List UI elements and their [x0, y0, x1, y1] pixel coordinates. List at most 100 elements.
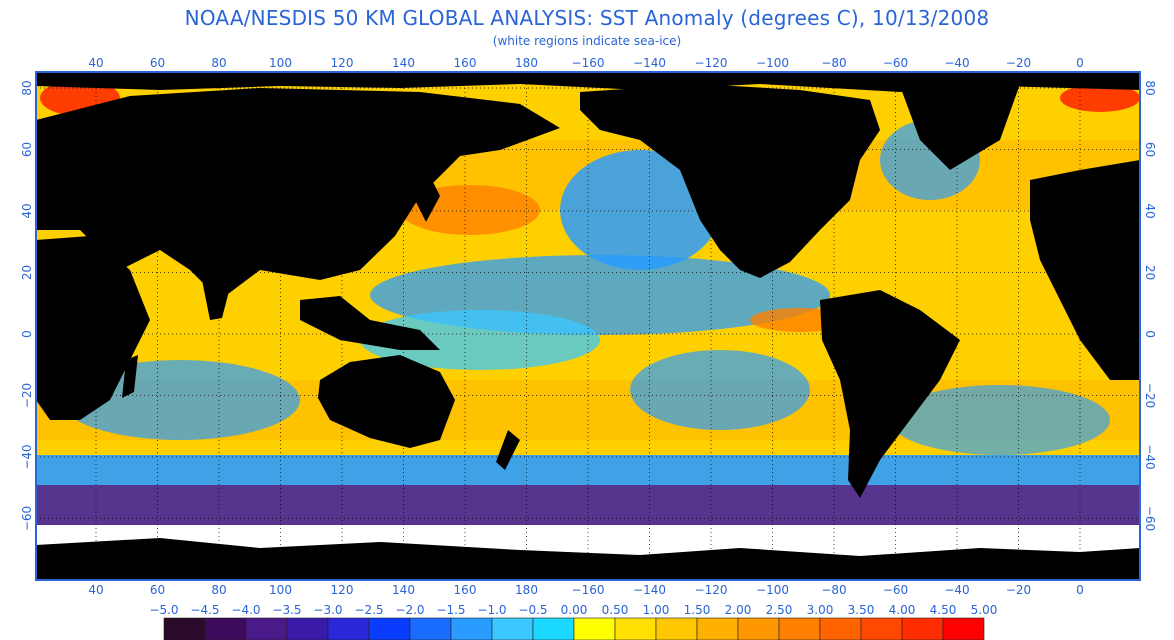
lon-tick-label-top: 140 [392, 56, 415, 70]
lon-tick-label-top: 40 [88, 56, 103, 70]
lat-tick-label-right: −20 [1143, 383, 1157, 408]
lon-tick-label-bottom: 100 [269, 583, 292, 597]
south-america-land [820, 290, 960, 498]
lat-tick-label-left: −60 [20, 506, 34, 531]
colorbar-swatch [614, 617, 657, 640]
australia-land [318, 355, 455, 448]
colorbar-tick-label: 2.50 [766, 603, 793, 617]
new-zealand-land [496, 430, 520, 470]
cool-patch-spacific [630, 350, 810, 430]
north-america-land [580, 84, 880, 278]
colorbar-swatch [696, 617, 739, 640]
map-frame [35, 71, 1141, 581]
africa-europe-east-land [1030, 160, 1140, 380]
lon-tick-label-bottom: 180 [515, 583, 538, 597]
colorbar-swatch [778, 617, 821, 640]
lon-tick-label-top: −80 [821, 56, 846, 70]
lon-tick-label-bottom: −160 [572, 583, 605, 597]
colorbar-swatch [819, 617, 862, 640]
lon-tick-label-bottom: 160 [454, 583, 477, 597]
gridlines [36, 72, 1140, 580]
lat-tick-label-left: 40 [20, 203, 34, 218]
colorbar-tick-label: −1.0 [477, 603, 506, 617]
lat-tick-label-left: 0 [20, 330, 34, 338]
lon-axis-top: 40 60 80 100 120 140 160 180 −160 −140 −120 −100 −80… [88, 56, 1083, 70]
greenland-land [900, 84, 1020, 170]
colorbar-tick-label: 1.50 [684, 603, 711, 617]
lon-tick-label-bottom: −60 [883, 583, 908, 597]
colorbar-swatch [901, 617, 944, 640]
lon-tick-label-bottom: 120 [331, 583, 354, 597]
lat-tick-label-right: −40 [1143, 444, 1157, 469]
lon-tick-label-bottom: −120 [695, 583, 728, 597]
lat-tick-label-right: 20 [1143, 265, 1157, 280]
colorbar-swatch [532, 617, 575, 640]
lat-tick-label-right: 40 [1143, 203, 1157, 218]
lon-axis-bottom: 40 60 80 100 120 140 160 180 −160 −140 −120 −100 −80… [88, 583, 1083, 597]
colorbar-swatch [491, 617, 534, 640]
lon-tick-label-top: −60 [883, 56, 908, 70]
cool-patch-npacific [560, 150, 720, 270]
lon-tick-label-top: −20 [1006, 56, 1031, 70]
lon-tick-label-top: −120 [695, 56, 728, 70]
lat-tick-label-left: 60 [20, 142, 34, 157]
lon-tick-label-bottom: 80 [211, 583, 226, 597]
lon-tick-label-bottom: −80 [821, 583, 846, 597]
lon-tick-label-bottom: 140 [392, 583, 415, 597]
colorbar-tick-label: −1.5 [436, 603, 465, 617]
colorbar-tick-label: 4.50 [930, 603, 957, 617]
lon-tick-label-top: 160 [454, 56, 477, 70]
lon-tick-label-top: −40 [944, 56, 969, 70]
colorbar-swatch [573, 617, 616, 640]
lat-tick-label-right: 0 [1143, 330, 1157, 338]
colorbar-swatch [204, 617, 247, 640]
indonesia-land [300, 296, 440, 350]
lat-tick-label-left: 20 [20, 265, 34, 280]
africa-land [36, 236, 150, 420]
lat-tick-label-right: −60 [1143, 506, 1157, 531]
lon-tick-label-top: 180 [515, 56, 538, 70]
colorbar-tick-label: −3.0 [313, 603, 342, 617]
lat-tick-label-right: 60 [1143, 142, 1157, 157]
colorbar-swatch [860, 617, 903, 640]
lon-tick-label-top: 60 [150, 56, 165, 70]
colorbar-tick-label: 5.00 [971, 603, 998, 617]
lat-axis-left: 80 60 40 20 0 −20 −40 −60 [20, 80, 34, 531]
cool-patch-satlantic [890, 385, 1110, 455]
antarctica-land [36, 538, 1140, 580]
colorbar-swatch [286, 617, 329, 640]
map-title: NOAA/NESDIS 50 KM GLOBAL ANALYSIS: SST A… [184, 6, 990, 30]
colorbar-tick-label: 3.00 [807, 603, 834, 617]
colorbar-tick-label: 0.00 [561, 603, 588, 617]
lon-tick-label-bottom: 40 [88, 583, 103, 597]
madagascar-land [122, 355, 138, 398]
colorbar-tick-label: 2.00 [725, 603, 752, 617]
lat-axis-right: 80 60 40 20 0 −20 −40 −60 [1143, 80, 1157, 531]
arctic-land-strip [36, 72, 1140, 92]
colorbar-swatch [450, 617, 493, 640]
japan-land [415, 180, 440, 222]
lon-tick-label-top: −160 [572, 56, 605, 70]
colorbar-tick-label: 4.00 [889, 603, 916, 617]
eurasia-land [36, 88, 560, 300]
lon-tick-label-top: 100 [269, 56, 292, 70]
colorbar-swatch [368, 617, 411, 640]
colorbar-tick-label: 0.50 [602, 603, 629, 617]
lat-tick-label-left: −20 [20, 383, 34, 408]
cool-patch-wpacific [360, 310, 600, 370]
colorbar-swatch [163, 617, 206, 640]
colorbar-tick-label: 1.00 [643, 603, 670, 617]
lon-tick-label-bottom: −40 [944, 583, 969, 597]
lat-tick-label-left: 80 [20, 80, 34, 95]
lon-tick-label-bottom: −20 [1006, 583, 1031, 597]
lon-tick-label-bottom: 60 [150, 583, 165, 597]
lon-tick-label-top: 80 [211, 56, 226, 70]
lat-tick-label-right: 80 [1143, 80, 1157, 95]
colorbar-tick-label: −4.0 [231, 603, 260, 617]
lon-tick-label-top: 0 [1076, 56, 1084, 70]
colorbar-tick-label: 3.50 [848, 603, 875, 617]
lon-tick-label-top: 120 [331, 56, 354, 70]
colorbar-tick-label: −2.5 [354, 603, 383, 617]
